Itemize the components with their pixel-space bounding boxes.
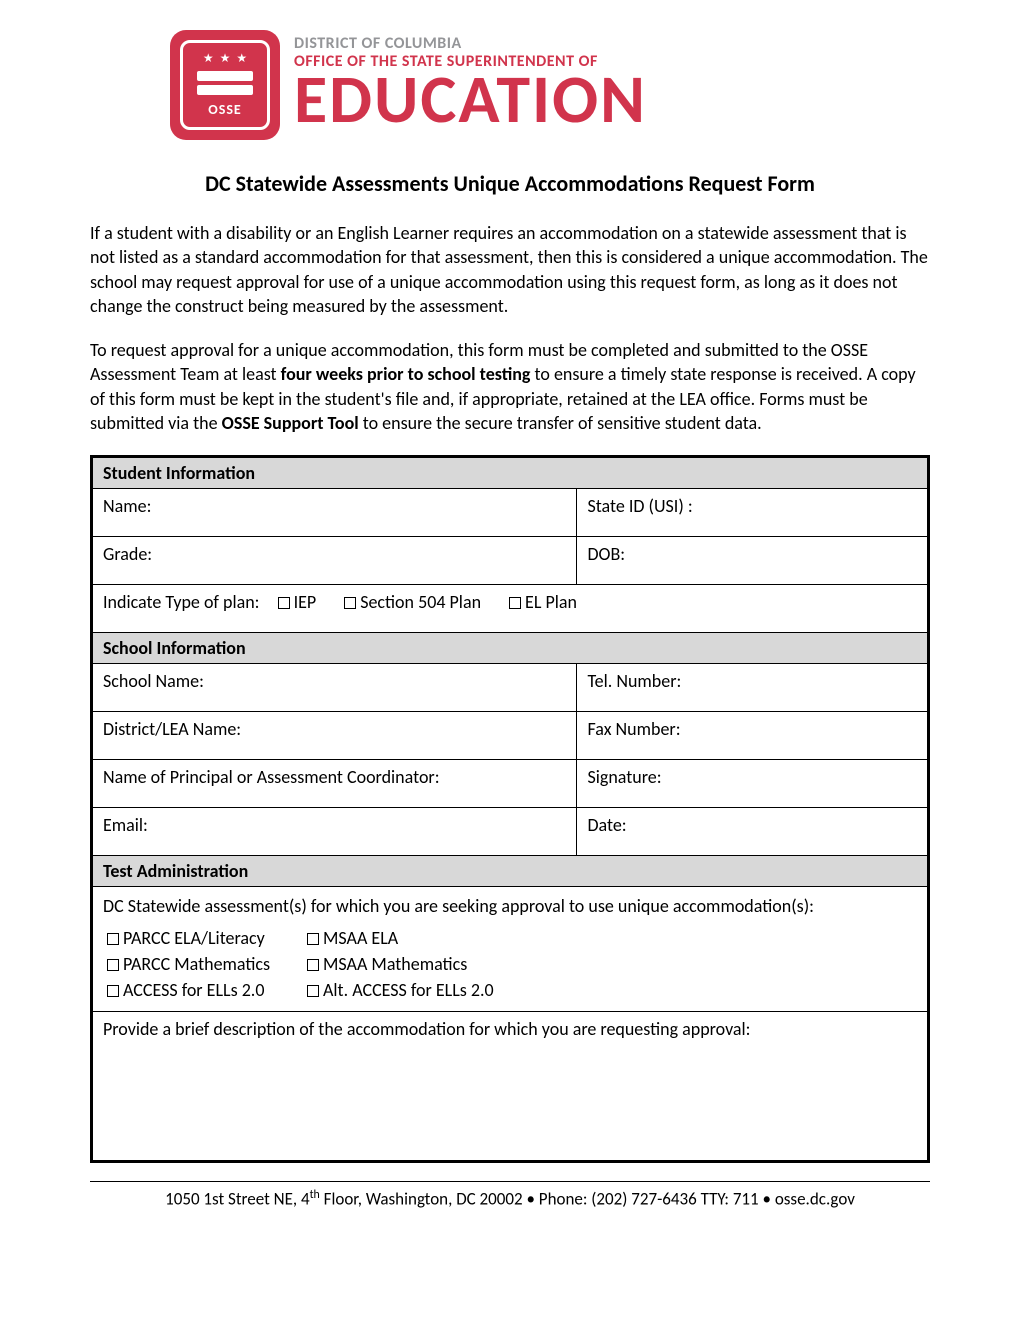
state-id-field[interactable]: State ID (USI) : bbox=[577, 489, 929, 537]
logo-block: ★★★ OSSE DISTRICT OF COLUMBIA OFFICE OF … bbox=[170, 30, 930, 140]
checkbox-icon[interactable] bbox=[107, 933, 119, 945]
logo-text: DISTRICT OF COLUMBIA OFFICE OF THE STATE… bbox=[294, 36, 647, 134]
checkbox-icon[interactable] bbox=[307, 985, 319, 997]
plan-option-504[interactable]: Section 504 Plan bbox=[344, 591, 481, 613]
checkbox-icon[interactable] bbox=[107, 959, 119, 971]
bar-icon bbox=[197, 85, 253, 95]
assess-msaa-math[interactable]: MSAA Mathematics bbox=[307, 953, 567, 975]
school-name-field[interactable]: School Name: bbox=[92, 664, 577, 712]
intro-p1: If a student with a disability or an Eng… bbox=[90, 221, 930, 318]
principal-field[interactable]: Name of Principal or Assessment Coordina… bbox=[92, 760, 577, 808]
assess-parcc-ela[interactable]: PARCC ELA/Literacy bbox=[107, 927, 307, 949]
logo-line1: DISTRICT OF COLUMBIA bbox=[294, 36, 647, 52]
osse-badge-text: OSSE bbox=[208, 101, 242, 118]
page: ★★★ OSSE DISTRICT OF COLUMBIA OFFICE OF … bbox=[0, 0, 1020, 1320]
logo-line3: EDUCATION bbox=[294, 66, 647, 134]
plan-option-el[interactable]: EL Plan bbox=[509, 591, 577, 613]
assessments-grid: PARCC ELA/Literacy MSAA ELA PARCC Mathem… bbox=[107, 927, 917, 1001]
assess-parcc-math[interactable]: PARCC Mathematics bbox=[107, 953, 307, 975]
date-field[interactable]: Date: bbox=[577, 808, 929, 856]
grade-field[interactable]: Grade: bbox=[92, 537, 577, 585]
checkbox-icon[interactable] bbox=[344, 597, 356, 609]
assessments-block: DC Statewide assessment(s) for which you… bbox=[92, 887, 929, 1012]
email-field[interactable]: Email: bbox=[92, 808, 577, 856]
checkbox-icon[interactable] bbox=[307, 959, 319, 971]
form-title: DC Statewide Assessments Unique Accommod… bbox=[90, 170, 930, 197]
plan-label: Indicate Type of plan: bbox=[103, 591, 259, 613]
assessments-intro: DC Statewide assessment(s) for which you… bbox=[103, 895, 917, 917]
stars-icon: ★★★ bbox=[203, 53, 247, 65]
checkbox-icon[interactable] bbox=[107, 985, 119, 997]
checkbox-icon[interactable] bbox=[307, 933, 319, 945]
osse-logo-inner: ★★★ OSSE bbox=[180, 40, 270, 130]
student-info-header: Student Information bbox=[92, 457, 929, 489]
bar-icon bbox=[197, 71, 253, 81]
checkbox-icon[interactable] bbox=[509, 597, 521, 609]
test-admin-header: Test Administration bbox=[92, 856, 929, 887]
district-field[interactable]: District/LEA Name: bbox=[92, 712, 577, 760]
intro-p2: To request approval for a unique accommo… bbox=[90, 338, 930, 435]
checkbox-icon[interactable] bbox=[278, 597, 290, 609]
assess-msaa-ela[interactable]: MSAA ELA bbox=[307, 927, 567, 949]
description-field[interactable]: Provide a brief description of the accom… bbox=[92, 1012, 929, 1162]
assess-access-ells[interactable]: ACCESS for ELLs 2.0 bbox=[107, 979, 307, 1001]
assess-alt-access-ells[interactable]: Alt. ACCESS for ELLs 2.0 bbox=[307, 979, 567, 1001]
name-field[interactable]: Name: bbox=[92, 489, 577, 537]
tel-field[interactable]: Tel. Number: bbox=[577, 664, 929, 712]
fax-field[interactable]: Fax Number: bbox=[577, 712, 929, 760]
school-info-header: School Information bbox=[92, 633, 929, 664]
plan-option-iep[interactable]: IEP bbox=[278, 591, 317, 613]
plan-type-row: Indicate Type of plan: IEP Section 504 P… bbox=[92, 585, 929, 633]
intro-text: If a student with a disability or an Eng… bbox=[90, 221, 930, 435]
signature-field[interactable]: Signature: bbox=[577, 760, 929, 808]
footer: 1050 1st Street NE, 4th Floor, Washingto… bbox=[90, 1181, 930, 1210]
form-table: Student Information Name: State ID (USI)… bbox=[90, 455, 930, 1163]
osse-logo-badge: ★★★ OSSE bbox=[170, 30, 280, 140]
dob-field[interactable]: DOB: bbox=[577, 537, 929, 585]
